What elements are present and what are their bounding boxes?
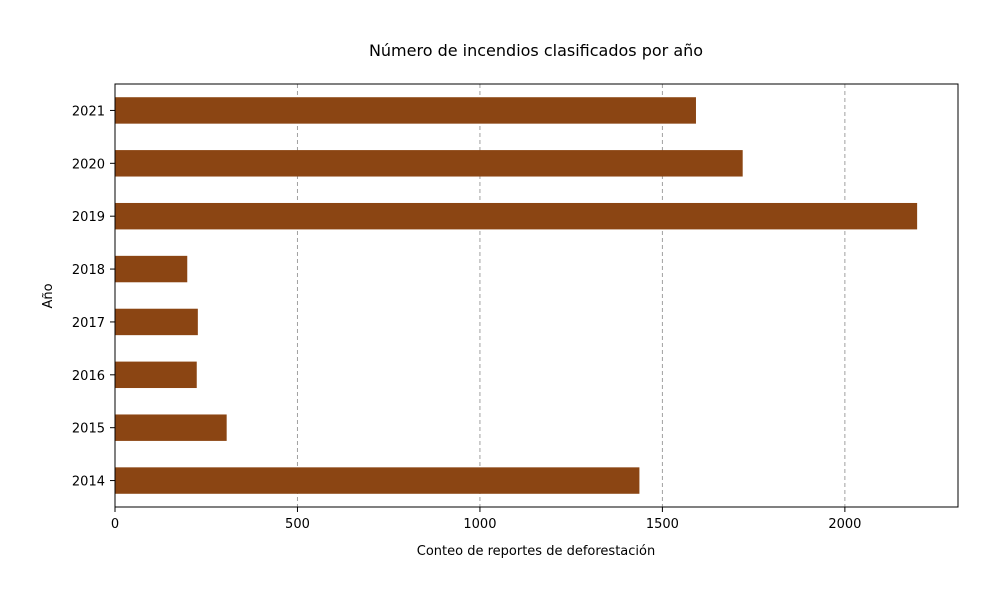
bars	[115, 97, 918, 494]
y-tick-label: 2017	[72, 316, 105, 331]
y-axis-label: Año	[41, 283, 56, 308]
bar-2017	[115, 308, 198, 336]
bar-2018	[115, 255, 188, 283]
y-tick-label: 2019	[72, 210, 105, 225]
bar-2016	[115, 361, 197, 389]
y-tick-label: 2015	[72, 422, 105, 437]
y-tick-label: 2016	[72, 369, 105, 384]
x-tick-label: 1000	[463, 517, 496, 532]
plot-frame	[114, 83, 959, 508]
y-tick-label: 2014	[72, 475, 105, 490]
x-tick-label: 500	[285, 517, 310, 532]
y-tick-label: 2021	[72, 104, 105, 119]
bar-2021	[115, 97, 696, 124]
grid-lines	[296, 84, 846, 507]
bar-2015	[115, 414, 227, 441]
x-axis-label: Conteo de reportes de deforestación	[417, 544, 655, 559]
y-tick-label: 2020	[72, 157, 105, 172]
bar-2014	[115, 467, 640, 494]
y-axis-ticks: 2014 2015 2016 2017 2018 2019 2020 2021	[72, 104, 115, 490]
x-tick-label: 1500	[646, 517, 679, 532]
x-tick-label: 0	[111, 517, 119, 532]
y-tick-label: 2018	[72, 263, 105, 278]
x-tick-label: 2000	[828, 517, 861, 532]
bar-2019	[115, 202, 918, 230]
chart-title: Número de incendios clasificados por año	[369, 41, 703, 60]
bar-2020	[115, 150, 743, 177]
x-axis-ticks: 0 500 1000 1500 2000	[111, 507, 861, 532]
